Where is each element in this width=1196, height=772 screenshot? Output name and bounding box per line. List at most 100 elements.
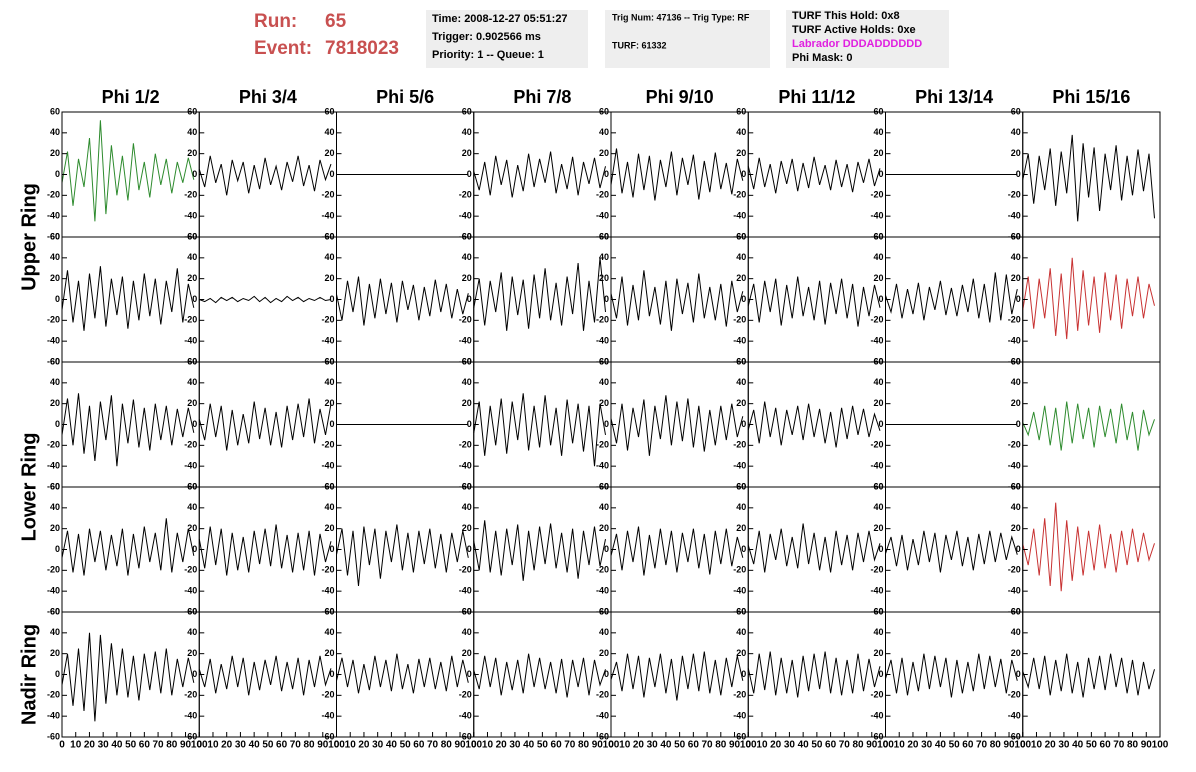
column-title: Phi 7/8 (513, 87, 571, 107)
waveform (473, 257, 606, 331)
x-tick-label: 70 (839, 740, 851, 751)
y-tick-label: 20 (187, 398, 197, 408)
x-tick-label: 80 (166, 740, 178, 751)
x-tick-label: 60 (1100, 740, 1112, 751)
y-tick-label: -20 (1008, 565, 1021, 575)
panel-frame (198, 111, 337, 238)
y-tick-label: 40 (873, 502, 883, 512)
waveform (61, 393, 195, 467)
x-tick-label: 50 (949, 740, 961, 751)
y-tick-label: 60 (50, 231, 60, 241)
y-tick-label: 0 (55, 419, 60, 429)
x-tick-label: 50 (400, 740, 412, 751)
y-tick-label: 40 (1011, 502, 1021, 512)
x-tick-label: 90 (1003, 740, 1015, 751)
y-tick-label: -60 (870, 481, 883, 491)
y-tick-label: -60 (321, 231, 334, 241)
y-tick-label: 0 (604, 294, 609, 304)
y-tick-label: 60 (599, 606, 609, 616)
x-tick-label: 60 (139, 740, 151, 751)
column-title: Phi 15/16 (1052, 87, 1130, 107)
y-tick-label: -60 (184, 231, 197, 241)
y-tick-label: 40 (462, 377, 472, 387)
y-tick-label: -20 (596, 690, 609, 700)
x-tick-label: 90 (729, 740, 741, 751)
y-tick-label: -20 (184, 315, 197, 325)
y-tick-label: 60 (1011, 106, 1021, 116)
waveform (1022, 134, 1155, 222)
y-tick-label: 40 (736, 377, 746, 387)
y-tick-label: 40 (50, 627, 60, 637)
y-tick-label: 0 (878, 669, 883, 679)
y-tick-label: -20 (184, 190, 197, 200)
y-tick-label: 40 (324, 127, 334, 137)
y-tick-label: -40 (459, 586, 472, 596)
panel-frame (336, 236, 475, 363)
y-tick-label: -40 (321, 336, 334, 346)
y-tick-label: 40 (187, 127, 197, 137)
y-tick-label: 60 (599, 231, 609, 241)
y-tick-label: 40 (324, 627, 334, 637)
y-tick-label: 0 (55, 169, 60, 179)
y-tick-label: 60 (187, 481, 197, 491)
y-tick-label: -20 (733, 315, 746, 325)
y-tick-label: -40 (733, 461, 746, 471)
y-tick-label: 60 (736, 231, 746, 241)
y-tick-label: 20 (324, 148, 334, 158)
x-tick-label: 30 (509, 740, 521, 751)
y-tick-label: 20 (873, 148, 883, 158)
y-tick-label: -40 (596, 586, 609, 596)
y-tick-label: 20 (1011, 648, 1021, 658)
y-tick-label: 0 (467, 419, 472, 429)
x-tick-label: 70 (702, 740, 714, 751)
y-tick-label: 0 (55, 294, 60, 304)
y-tick-label: 40 (324, 502, 334, 512)
y-tick-label: -60 (321, 731, 334, 741)
x-tick-label: 90 (1141, 740, 1153, 751)
x-tick-label: 50 (537, 740, 549, 751)
waveform (1022, 502, 1155, 592)
panel-frame (473, 236, 612, 363)
waveform (747, 276, 881, 327)
y-tick-label: 20 (462, 398, 472, 408)
y-tick-label: 40 (736, 627, 746, 637)
y-tick-label: -20 (321, 190, 334, 200)
y-tick-label: 40 (187, 502, 197, 512)
x-tick-label: 20 (1045, 740, 1057, 751)
x-tick-label: 20 (496, 740, 508, 751)
y-tick-label: -60 (184, 481, 197, 491)
y-tick-label: 0 (878, 419, 883, 429)
y-tick-label: -40 (184, 711, 197, 721)
y-tick-label: -20 (596, 315, 609, 325)
waveform (473, 151, 606, 198)
y-tick-label: -20 (596, 440, 609, 450)
y-tick-label: 60 (873, 106, 883, 116)
y-tick-label: -20 (47, 315, 60, 325)
x-tick-label: 80 (441, 740, 453, 751)
y-tick-label: -40 (321, 211, 334, 221)
y-tick-label: 0 (329, 294, 334, 304)
y-tick-label: 0 (467, 294, 472, 304)
y-tick-label: 60 (599, 106, 609, 116)
y-tick-label: 0 (741, 419, 746, 429)
y-tick-label: -40 (870, 336, 883, 346)
y-tick-label: 0 (467, 669, 472, 679)
y-tick-label: 40 (599, 627, 609, 637)
y-tick-label: -20 (733, 565, 746, 575)
x-tick-label: 10 (619, 740, 631, 751)
y-tick-label: -60 (184, 731, 197, 741)
y-tick-label: 20 (1011, 273, 1021, 283)
x-tick-label: 70 (427, 740, 439, 751)
y-tick-label: -20 (733, 190, 746, 200)
y-tick-label: -40 (1008, 336, 1021, 346)
y-tick-label: -40 (321, 711, 334, 721)
y-tick-label: -20 (870, 690, 883, 700)
y-tick-label: 0 (55, 669, 60, 679)
column-title: Phi 5/6 (376, 87, 434, 107)
info-box (786, 10, 949, 68)
x-tick-label: 40 (1072, 740, 1084, 751)
y-tick-label: 60 (1011, 356, 1021, 366)
x-tick-label: 80 (303, 740, 315, 751)
